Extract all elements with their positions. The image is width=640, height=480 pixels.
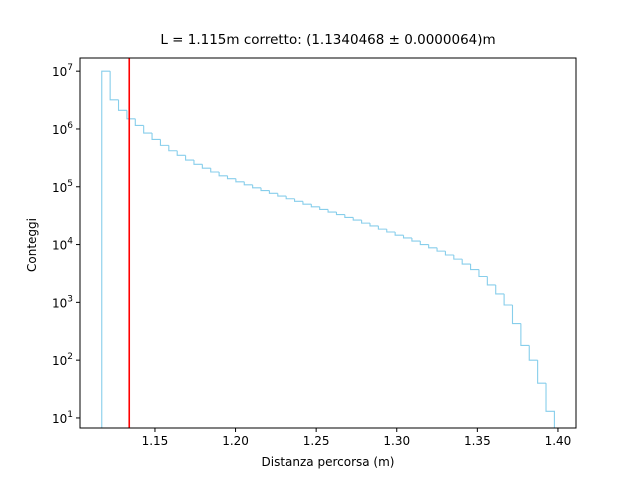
hist-step [185,155,194,161]
y-axis-label: Conteggi [25,218,39,272]
hist-step [109,71,119,101]
tick-exponent: 1 [67,410,73,420]
hist-step [486,276,496,286]
hist-step [285,196,295,200]
hist-step [511,305,521,325]
hist-step [151,133,161,140]
hist-step [369,223,379,227]
tick-base: 10 [52,354,67,368]
hist-step [126,110,136,120]
tick-base: 10 [52,65,67,79]
hist-step [461,259,471,265]
hist-step [402,235,412,239]
hist-step [352,217,362,221]
x-axis-label: Distanza percorsa (m) [262,455,395,469]
hist-step [159,139,169,146]
hist-step [210,168,220,173]
hist-step [520,323,530,346]
hist-step [310,204,320,208]
tick-base: 10 [52,412,67,426]
hist-step [327,209,337,213]
hist-step [117,99,127,111]
hist-step [495,284,505,295]
y-tick-label: 102 [52,352,73,368]
hist-step [101,70,111,428]
hist-step [252,184,262,189]
tick-base: 10 [52,181,67,195]
hist-step [143,125,153,134]
hist-step [201,164,211,169]
hist-step [243,181,253,186]
tick-base: 10 [52,296,67,310]
tick-base: 10 [52,239,67,253]
tick-exponent: 5 [67,179,73,189]
hist-step [436,247,446,252]
y-tick-label: 105 [52,179,73,195]
y-tick-label: 104 [52,237,73,253]
hist-step [176,150,186,156]
chart-title: L = 1.115m corretto: (1.1340468 ± 0.0000… [160,32,495,48]
hist-step [260,187,270,192]
hist-step [419,241,429,246]
x-tick-label: 1.30 [383,434,410,448]
y-tick-label: 101 [52,410,73,426]
hist-step [453,254,463,260]
hist-step [235,178,245,183]
hist-step [545,383,555,428]
axes-frame [79,57,577,429]
x-tick-label: 1.15 [142,434,169,448]
hist-step [268,190,278,194]
hist-step [537,360,547,384]
hist-step [428,244,438,249]
hist-step [344,214,354,218]
hist-step [302,201,312,205]
tick-exponent: 6 [67,121,73,131]
hist-step [411,237,421,242]
hist-step [294,198,303,202]
hist-step [444,251,454,256]
hist-step [361,220,370,224]
hist-step [470,264,479,271]
y-tick-label: 106 [52,121,73,137]
y-tick-label: 107 [52,63,73,79]
hist-step [377,225,387,230]
x-tick-label: 1.35 [464,434,491,448]
hist-step [134,118,144,127]
x-tick-label: 1.40 [545,434,572,448]
hist-step [528,345,538,361]
hist-step [386,229,396,233]
hist-step [319,206,329,211]
tick-base: 10 [52,123,67,137]
tick-exponent: 7 [67,63,73,73]
hist-step [226,175,236,180]
y-tick-label: 103 [52,294,73,310]
hist-step [168,145,178,152]
hist-step [277,193,287,197]
hist-step [193,160,203,165]
hist-step [394,231,404,236]
tick-exponent: 2 [67,352,73,362]
x-tick-label: 1.20 [222,434,249,448]
tick-exponent: 4 [67,237,73,247]
plot-area [101,58,555,428]
hist-step [503,293,513,306]
hist-step [335,212,345,216]
tick-exponent: 3 [67,294,73,304]
x-tick-label: 1.25 [303,434,330,448]
hist-step [218,172,228,177]
hist-step [478,269,488,278]
